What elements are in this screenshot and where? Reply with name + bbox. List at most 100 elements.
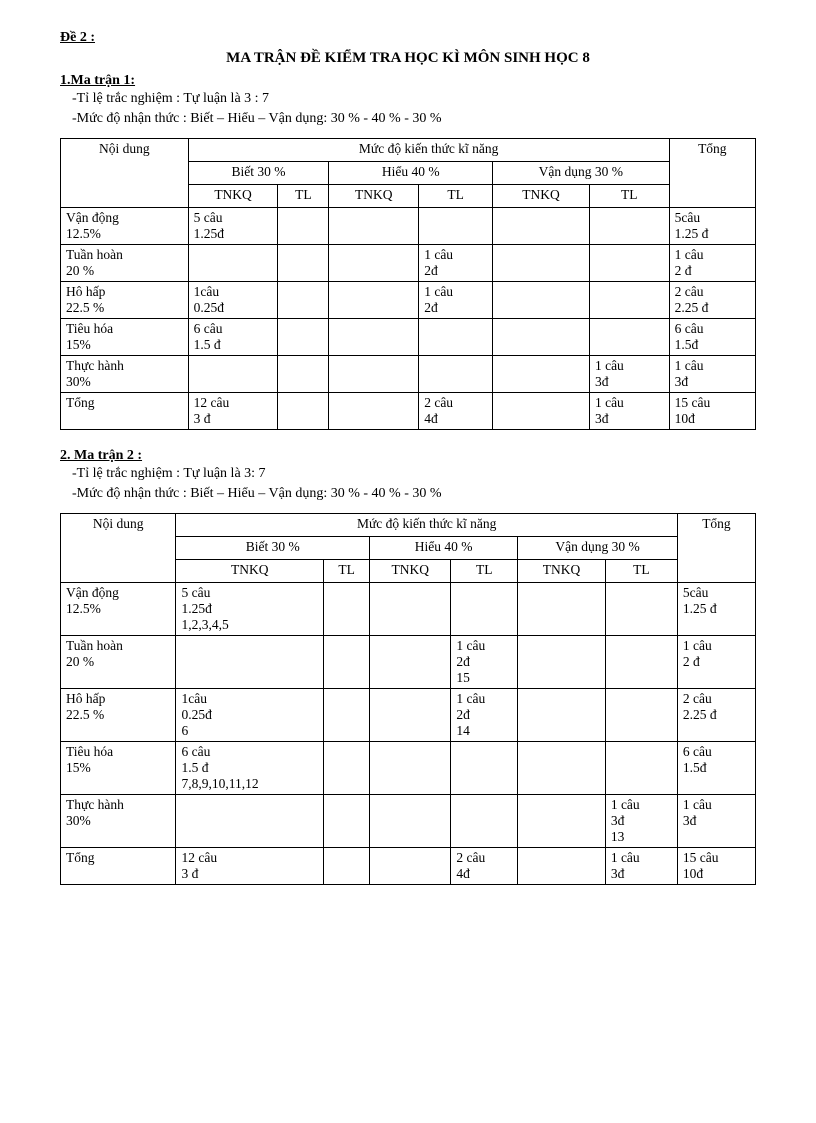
row-data-cell: [518, 848, 606, 885]
col-tl: TL: [451, 560, 518, 583]
table-row: Tiêu hóa 15%6 câu 1.5 đ6 câu 1.5đ: [61, 319, 756, 356]
col-tl: TL: [324, 560, 370, 583]
row-data-cell: [329, 356, 419, 393]
row-data-cell: [589, 282, 669, 319]
row-label-cell: Thực hành 30%: [61, 356, 189, 393]
row-data-cell: [605, 636, 677, 689]
row-data-cell: 5 câu 1.25đ 1,2,3,4,5: [176, 583, 324, 636]
row-data-cell: 12 câu 3 đ: [176, 848, 324, 885]
col-hieu: Hiểu 40 %: [370, 537, 518, 560]
col-tnkq: TNKQ: [188, 185, 278, 208]
matran2-notes: -Tỉ lệ trắc nghiệm : Tự luận là 3: 7 -Mứ…: [72, 464, 756, 503]
row-label-cell: Tiêu hóa 15%: [61, 742, 176, 795]
col-vandung: Vận dụng 30 %: [518, 537, 678, 560]
row-label-cell: Tiêu hóa 15%: [61, 319, 189, 356]
row-data-cell: [605, 583, 677, 636]
row-data-cell: [278, 356, 329, 393]
col-tnkq: TNKQ: [329, 185, 419, 208]
row-data-cell: 6 câu 1.5 đ: [188, 319, 278, 356]
row-data-cell: 1câu 0.25đ 6: [176, 689, 324, 742]
matran1-note2: -Mức độ nhận thức : Biết – Hiểu – Vận dụ…: [72, 109, 756, 129]
row-data-cell: [370, 583, 451, 636]
row-data-cell: [493, 208, 590, 245]
table-row: Thực hành 30%1 câu 3đ 131 câu 3đ: [61, 795, 756, 848]
col-tl: TL: [278, 185, 329, 208]
row-label-cell: Vận động 12.5%: [61, 208, 189, 245]
col-tl: TL: [605, 560, 677, 583]
row-data-cell: [370, 636, 451, 689]
matran1-table: Nội dung Mức độ kiến thức kĩ năng Tổng B…: [60, 138, 756, 430]
row-data-cell: 1 câu 3đ: [589, 393, 669, 430]
row-total-cell: 15 câu 10đ: [677, 848, 755, 885]
row-data-cell: [329, 282, 419, 319]
row-data-cell: [451, 742, 518, 795]
row-label-cell: Tổng: [61, 393, 189, 430]
row-data-cell: [370, 742, 451, 795]
table-row: Vận động 12.5%5 câu 1.25đ5câu 1.25 đ: [61, 208, 756, 245]
row-data-cell: [329, 393, 419, 430]
row-data-cell: [451, 583, 518, 636]
row-data-cell: [278, 319, 329, 356]
row-data-cell: 1 câu 2đ: [419, 245, 493, 282]
row-data-cell: [419, 356, 493, 393]
row-data-cell: [518, 742, 606, 795]
row-data-cell: 1 câu 2đ 15: [451, 636, 518, 689]
row-data-cell: [324, 795, 370, 848]
row-data-cell: [493, 282, 590, 319]
row-label-cell: Vận động 12.5%: [61, 583, 176, 636]
col-hieu: Hiểu 40 %: [329, 162, 493, 185]
row-data-cell: [278, 245, 329, 282]
table-header-row: Nội dung Mức độ kiến thức kĩ năng Tổng: [61, 139, 756, 162]
table-row: Tổng12 câu 3 đ2 câu 4đ1 câu 3đ15 câu 10đ: [61, 848, 756, 885]
col-tnkq: TNKQ: [518, 560, 606, 583]
row-data-cell: [493, 319, 590, 356]
row-data-cell: [589, 319, 669, 356]
table-row: Hô hấp 22.5 %1câu 0.25đ 6 1 câu 2đ 14 2 câ…: [61, 689, 756, 742]
row-data-cell: [518, 795, 606, 848]
row-data-cell: 1 câu 3đ: [605, 848, 677, 885]
row-data-cell: [370, 795, 451, 848]
row-label-cell: Tuần hoàn 20 %: [61, 636, 176, 689]
row-data-cell: [324, 636, 370, 689]
row-total-cell: 1 câu 3đ: [669, 356, 755, 393]
row-data-cell: 2 câu 4đ: [451, 848, 518, 885]
row-data-cell: [370, 848, 451, 885]
row-total-cell: 1 câu 2 đ: [669, 245, 755, 282]
matran1-notes: -Tỉ lệ trắc nghiệm : Tự luận là 3 : 7 -M…: [72, 89, 756, 128]
col-tnkq: TNKQ: [493, 185, 590, 208]
row-data-cell: [324, 689, 370, 742]
row-data-cell: 12 câu 3 đ: [188, 393, 278, 430]
table-row: Tổng12 câu 3 đ2 câu 4đ1 câu 3đ15 câu 10đ: [61, 393, 756, 430]
de-label: Đề 2 :: [60, 30, 756, 46]
row-data-cell: [589, 245, 669, 282]
row-data-cell: [329, 245, 419, 282]
row-data-cell: 6 câu 1.5 đ 7,8,9,10,11,12: [176, 742, 324, 795]
row-data-cell: [605, 689, 677, 742]
row-data-cell: [419, 208, 493, 245]
table-row: Tiêu hóa 15%6 câu 1.5 đ 7,8,9,10,11,126 …: [61, 742, 756, 795]
col-tnkq: TNKQ: [176, 560, 324, 583]
row-data-cell: [518, 583, 606, 636]
table-row: Tuần hoàn 20 % 1 câu 2đ 1 câu 2 đ: [61, 245, 756, 282]
row-data-cell: [278, 208, 329, 245]
matran2-note2: -Mức độ nhận thức : Biết – Hiểu – Vận dụ…: [72, 484, 756, 504]
row-data-cell: [324, 848, 370, 885]
col-tl: TL: [589, 185, 669, 208]
row-total-cell: 15 câu 10đ: [669, 393, 755, 430]
col-mucdo: Mức độ kiến thức kĩ năng: [176, 514, 677, 537]
col-tong: Tổng: [669, 139, 755, 208]
row-label-cell: Hô hấp 22.5 %: [61, 689, 176, 742]
row-total-cell: 5câu 1.25 đ: [669, 208, 755, 245]
table-row: Thực hành 30%1 câu 3đ1 câu 3đ: [61, 356, 756, 393]
row-label-cell: Tuần hoàn 20 %: [61, 245, 189, 282]
row-data-cell: 1 câu 2đ 14: [451, 689, 518, 742]
row-total-cell: 2 câu 2.25 đ: [677, 689, 755, 742]
row-data-cell: [493, 245, 590, 282]
row-data-cell: 1 câu 2đ: [419, 282, 493, 319]
row-label-cell: Thực hành 30%: [61, 795, 176, 848]
row-data-cell: [188, 356, 278, 393]
row-total-cell: 2 câu 2.25 đ: [669, 282, 755, 319]
row-data-cell: [493, 356, 590, 393]
row-data-cell: [589, 208, 669, 245]
row-data-cell: [278, 282, 329, 319]
